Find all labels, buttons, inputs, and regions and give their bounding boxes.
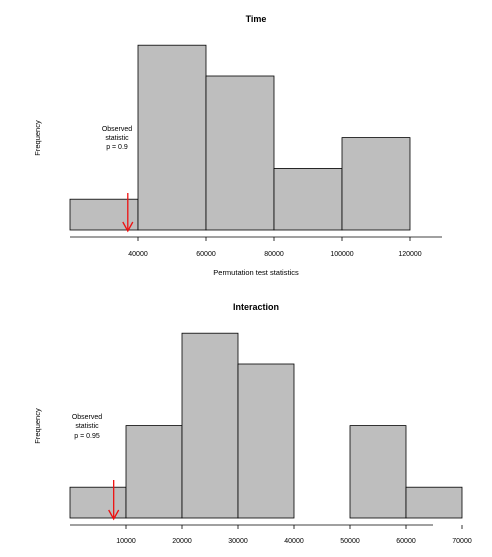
x-tick-label: 40000 (128, 251, 148, 258)
histogram-bar (181, 332, 239, 519)
chart-title: Interaction (233, 302, 279, 312)
y-axis-label: Frequency (33, 120, 42, 156)
histogram-bar (273, 167, 343, 231)
chart-title: Time (246, 14, 267, 24)
observed-annotation: statistic (75, 423, 99, 430)
histogram-bar (237, 363, 295, 519)
histogram-bar (69, 198, 139, 231)
histogram-bar (349, 425, 407, 519)
histogram-bar (405, 486, 463, 519)
histogram-bar (341, 137, 411, 231)
histogram-bar (137, 44, 207, 231)
x-tick-label: 20000 (172, 538, 192, 545)
x-tick-label: 60000 (196, 251, 216, 258)
x-axis-label: Permutation test statistics (213, 268, 299, 277)
x-tick-label: 10000 (116, 538, 136, 545)
observed-annotation: p = 0.95 (74, 433, 100, 440)
x-tick-label: 60000 (396, 538, 416, 545)
observed-arrow-head (108, 509, 120, 521)
x-tick-label: 80000 (264, 251, 284, 258)
y-axis-label: Frequency (33, 408, 42, 444)
observed-annotation: statistic (105, 135, 129, 142)
x-tick-label: 30000 (228, 538, 248, 545)
x-tick-label: 100000 (330, 251, 353, 258)
x-tick-label: 70000 (452, 538, 472, 545)
x-tick-label: 50000 (340, 538, 360, 545)
histogram-bar (125, 425, 183, 519)
observed-annotation: Observed (102, 126, 132, 133)
histogram-bar (69, 486, 127, 519)
observed-annotation: p = 0.9 (106, 144, 128, 151)
x-tick-label: 120000 (398, 251, 421, 258)
observed-annotation: Observed (72, 414, 102, 421)
x-tick-label: 40000 (284, 538, 304, 545)
observed-arrow-head (122, 221, 134, 233)
histogram-bar (205, 75, 275, 231)
